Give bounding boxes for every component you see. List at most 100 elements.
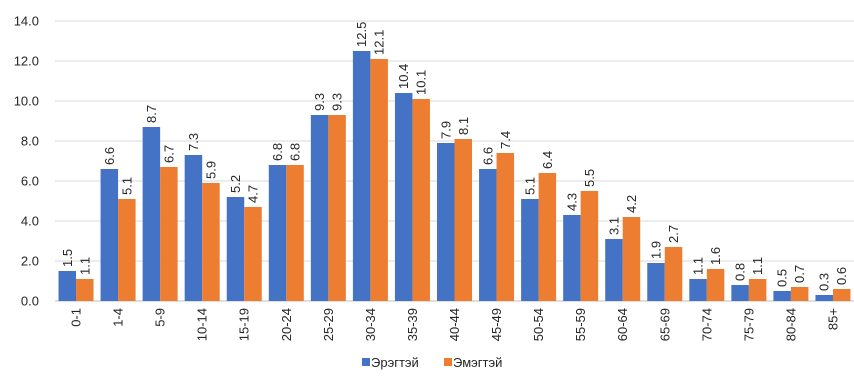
x-tick-label: 55-59 [573, 308, 588, 341]
data-label: 3.1 [606, 217, 621, 235]
data-label: 9.3 [312, 93, 327, 111]
bar [731, 285, 749, 301]
data-label: 4.7 [245, 185, 260, 203]
data-label: 1.5 [60, 249, 75, 267]
data-label: 5.1 [522, 177, 537, 195]
data-label: 0.6 [834, 267, 849, 285]
x-tick-label: 15-19 [237, 308, 252, 341]
data-label: 1.1 [77, 257, 92, 275]
bar [286, 165, 304, 301]
bar [160, 167, 178, 301]
data-label: 7.9 [438, 121, 453, 139]
data-label: 2.7 [666, 225, 681, 243]
data-label: 8.7 [144, 105, 159, 123]
data-label: 7.3 [186, 133, 201, 151]
x-tick-label: 65-69 [657, 308, 672, 341]
x-tick-label: 60-64 [615, 308, 630, 341]
bar [118, 199, 136, 301]
legend-label: Эрэгтэй [371, 355, 419, 370]
data-label: 6.8 [270, 143, 285, 161]
bar [496, 153, 515, 301]
bar [479, 169, 497, 301]
x-tick-label: 45-49 [489, 308, 504, 341]
bar [310, 115, 329, 301]
data-label: 5.2 [228, 175, 243, 193]
bar [563, 215, 581, 301]
bar [689, 279, 707, 301]
legend-label: Эмэгтэй [453, 355, 502, 370]
bar [538, 173, 557, 301]
y-axis-ticks: 0.0 2.0 4.0 6.0 8.0 10.0 12.0 14.0 [14, 14, 39, 309]
data-label: 1.1 [750, 257, 765, 275]
data-label: 5.5 [582, 169, 597, 187]
bar [605, 239, 623, 301]
bar [184, 155, 203, 301]
x-tick-label: 30-34 [363, 308, 378, 341]
bars [58, 51, 851, 301]
bar [790, 287, 809, 301]
x-tick-label: 5-9 [153, 308, 168, 327]
bar [142, 127, 161, 301]
data-label: 10.4 [396, 64, 411, 89]
data-label: 5.9 [203, 161, 218, 179]
y-tick-label: 6.0 [21, 174, 39, 189]
data-label: 7.4 [498, 131, 513, 149]
y-tick-label: 4.0 [21, 214, 39, 229]
data-label: 4.2 [624, 195, 639, 213]
bar [244, 207, 262, 301]
y-tick-label: 14.0 [14, 14, 39, 29]
x-tick-label: 0-1 [69, 308, 84, 327]
x-axis-ticks: 0-1 1-4 5-9 10-14 15-19 20-24 25-29 30-34 35-39 4… [69, 308, 841, 341]
data-labels: 1.56.68.77.35.26.89.312.510.47.96.65.14.… [60, 22, 849, 291]
x-tick-label: 10-14 [195, 308, 210, 341]
bar [394, 93, 413, 301]
bar [437, 143, 455, 301]
data-label: 6.6 [102, 147, 117, 165]
x-tick-label: 75-79 [741, 308, 756, 341]
data-label: 6.6 [480, 147, 495, 165]
legend-swatch [362, 358, 370, 366]
bar [815, 295, 833, 301]
x-tick-label: 85+ [825, 308, 840, 330]
x-tick-label: 80-84 [783, 308, 798, 341]
data-label: 12.5 [354, 22, 369, 47]
bar [412, 99, 430, 301]
bar [454, 139, 472, 301]
x-tick-label: 25-29 [321, 308, 336, 341]
bar [647, 263, 665, 301]
data-label: 5.1 [119, 177, 134, 195]
bar [622, 217, 641, 301]
bar [328, 115, 346, 301]
bar [226, 197, 245, 301]
bar [268, 165, 287, 301]
bar [100, 169, 119, 301]
y-tick-label: 8.0 [21, 134, 39, 149]
legend-swatch [444, 358, 452, 366]
x-tick-label: 20-24 [279, 308, 294, 341]
x-tick-label: 1-4 [111, 308, 126, 327]
bar [832, 289, 851, 301]
bar [370, 59, 388, 301]
data-label: 1.6 [708, 247, 723, 265]
bar [521, 199, 539, 301]
data-label: 1.1 [691, 257, 706, 275]
y-tick-label: 0.0 [21, 294, 39, 309]
x-tick-label: 70-74 [699, 308, 714, 341]
data-label: 12.1 [372, 30, 387, 55]
bar [706, 269, 725, 301]
legend: Эрэгтэй Эмэгтэй [362, 355, 502, 370]
data-label: 9.3 [330, 93, 345, 111]
y-tick-label: 2.0 [21, 254, 39, 269]
data-label: 8.1 [456, 117, 471, 135]
y-tick-label: 12.0 [14, 54, 39, 69]
data-label: 0.3 [817, 273, 832, 291]
bar [202, 183, 220, 301]
bar [58, 271, 77, 301]
data-label: 0.5 [775, 269, 790, 287]
data-label: 4.3 [564, 193, 579, 211]
y-tick-label: 10.0 [14, 94, 39, 109]
data-label: 0.7 [792, 265, 807, 283]
bar [580, 191, 599, 301]
